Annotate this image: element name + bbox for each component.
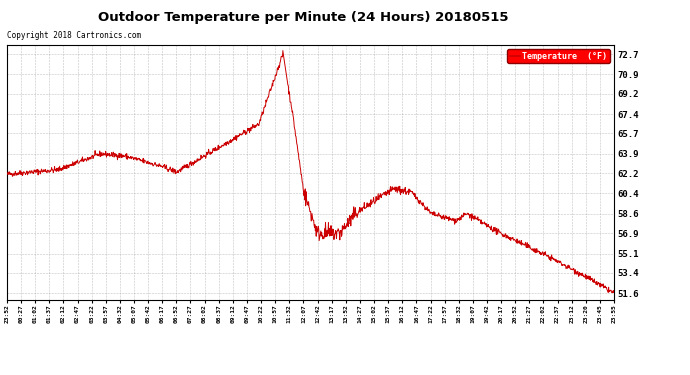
Legend: Temperature  (°F): Temperature (°F): [507, 49, 610, 63]
Text: Copyright 2018 Cartronics.com: Copyright 2018 Cartronics.com: [7, 31, 141, 40]
Text: Outdoor Temperature per Minute (24 Hours) 20180515: Outdoor Temperature per Minute (24 Hours…: [99, 11, 509, 24]
